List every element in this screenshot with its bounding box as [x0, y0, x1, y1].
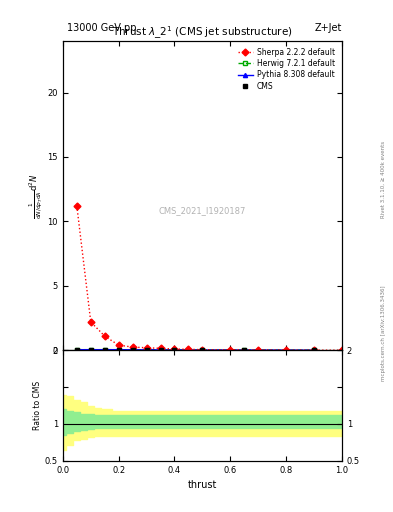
Pythia 8.308 default [242, 347, 247, 353]
Y-axis label: $\frac{1}{\mathrm{d}N / \mathrm{d}p_T \mathrm{d}\lambda} \mathrm{d}^2N$: $\frac{1}{\mathrm{d}N / \mathrm{d}p_T \m… [28, 173, 45, 219]
Sherpa 2.2.2 default [200, 347, 205, 353]
Herwig 7.2.1 default [312, 347, 316, 353]
X-axis label: thrust: thrust [188, 480, 217, 490]
Title: Thrust $\lambda\_2^1$ (CMS jet substructure): Thrust $\lambda\_2^1$ (CMS jet substruct… [112, 25, 293, 41]
Sherpa 2.2.2 default [256, 347, 261, 353]
Line: Sherpa 2.2.2 default: Sherpa 2.2.2 default [74, 203, 344, 353]
Pythia 8.308 default [88, 347, 93, 353]
Sherpa 2.2.2 default [284, 347, 288, 353]
Herwig 7.2.1 default [242, 347, 247, 353]
Pythia 8.308 default [130, 347, 135, 353]
Pythia 8.308 default [102, 347, 107, 353]
Herwig 7.2.1 default [144, 347, 149, 353]
Sherpa 2.2.2 default [88, 319, 93, 325]
Sherpa 2.2.2 default [158, 345, 163, 351]
Text: Z+Jet: Z+Jet [314, 23, 342, 33]
Herwig 7.2.1 default [116, 347, 121, 353]
Pythia 8.308 default [172, 347, 177, 353]
Pythia 8.308 default [200, 347, 205, 353]
Herwig 7.2.1 default [172, 347, 177, 353]
Sherpa 2.2.2 default [172, 346, 177, 352]
Pythia 8.308 default [75, 347, 79, 353]
Line: Herwig 7.2.1 default: Herwig 7.2.1 default [75, 348, 316, 352]
Text: mcplots.cern.ch [arXiv:1306.3436]: mcplots.cern.ch [arXiv:1306.3436] [381, 285, 386, 380]
Text: Rivet 3.1.10, ≥ 400k events: Rivet 3.1.10, ≥ 400k events [381, 141, 386, 218]
Pythia 8.308 default [144, 347, 149, 353]
Legend: Sherpa 2.2.2 default, Herwig 7.2.1 default, Pythia 8.308 default, CMS: Sherpa 2.2.2 default, Herwig 7.2.1 defau… [235, 45, 338, 94]
Sherpa 2.2.2 default [228, 347, 233, 353]
Herwig 7.2.1 default [158, 347, 163, 353]
Sherpa 2.2.2 default [144, 345, 149, 351]
Pythia 8.308 default [312, 347, 316, 353]
Herwig 7.2.1 default [88, 347, 93, 353]
Sherpa 2.2.2 default [75, 203, 79, 209]
Y-axis label: Ratio to CMS: Ratio to CMS [33, 381, 42, 430]
Sherpa 2.2.2 default [130, 344, 135, 350]
Sherpa 2.2.2 default [312, 347, 316, 353]
Herwig 7.2.1 default [200, 347, 205, 353]
Sherpa 2.2.2 default [186, 346, 191, 352]
Line: Pythia 8.308 default: Pythia 8.308 default [75, 348, 316, 352]
Herwig 7.2.1 default [75, 347, 79, 353]
Herwig 7.2.1 default [102, 347, 107, 353]
Sherpa 2.2.2 default [340, 347, 344, 353]
Pythia 8.308 default [116, 347, 121, 353]
Pythia 8.308 default [158, 347, 163, 353]
Text: 13000 GeV pp: 13000 GeV pp [67, 23, 136, 33]
Herwig 7.2.1 default [130, 347, 135, 353]
Sherpa 2.2.2 default [102, 333, 107, 339]
Sherpa 2.2.2 default [116, 342, 121, 348]
Text: CMS_2021_I1920187: CMS_2021_I1920187 [159, 207, 246, 216]
